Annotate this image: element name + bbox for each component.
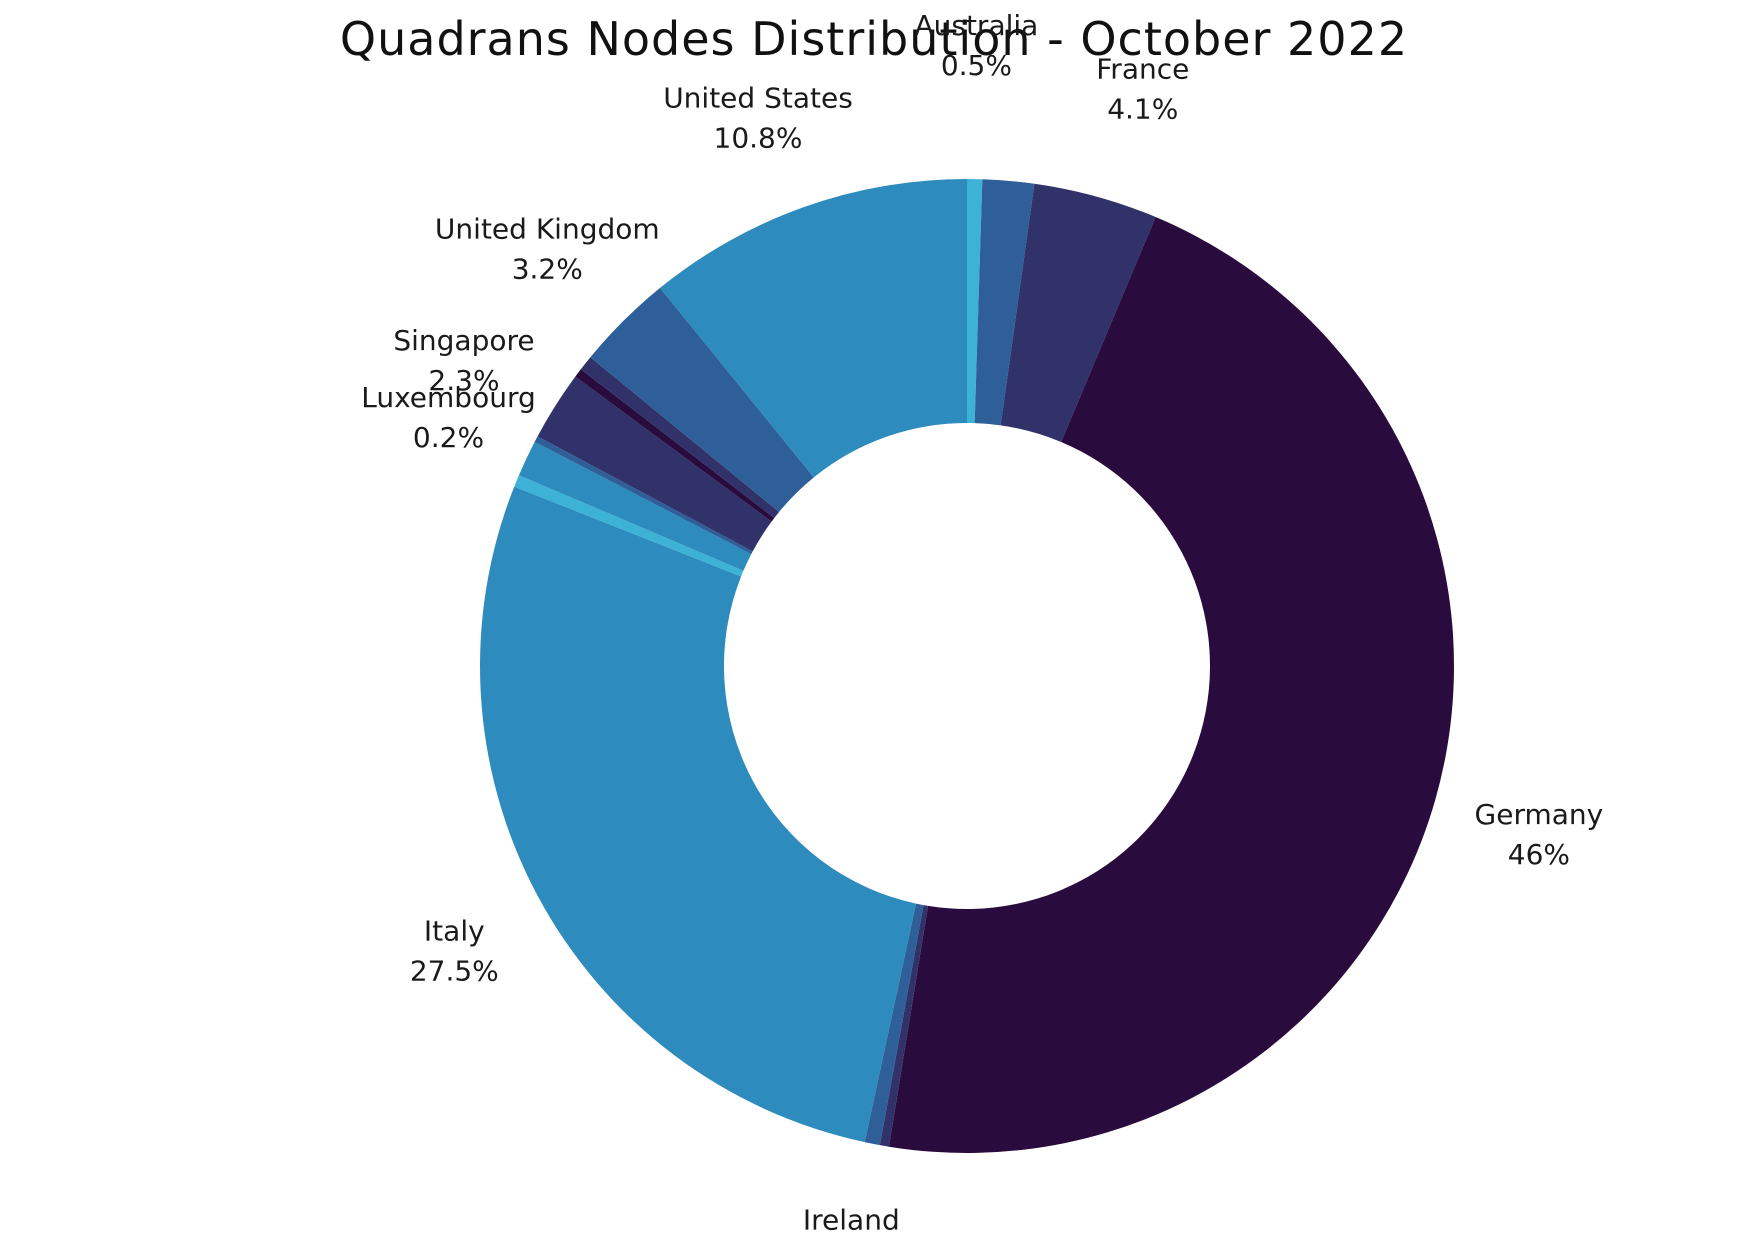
slice-luxembourg [534,436,753,555]
label-germany: Germany [1475,798,1604,831]
slice-unlabeled-11 [575,369,775,522]
value-label-france: 4.1% [1107,92,1178,125]
value-label-luxembourg: 0.2% [413,421,484,454]
labels-layer: Australia 0.5% France 4.1% Germany 46% Ireland… [361,9,1604,1237]
slice-australia [967,179,983,424]
label-france: France [1096,52,1189,85]
value-label-italy: 27.5% [410,955,499,988]
slice-singapore [537,376,772,552]
slice-ireland [864,903,924,1146]
label-united-kingdom: United Kingdom [435,212,660,245]
slice-unlabeled-8 [518,441,752,571]
chart-title: Quadrans Nodes Distribution - October 20… [339,12,1409,66]
slice-unlabeled-4 [879,905,929,1147]
slice-italy [480,486,916,1143]
value-label-united-states: 10.8% [714,121,803,154]
slice-united-states [660,179,967,478]
slice-unlabeled-12 [580,357,780,518]
slice-germany [888,217,1455,1154]
value-label-germany: 46% [1508,838,1570,871]
slices-layer [480,179,1455,1154]
label-ireland: Ireland [803,1204,900,1237]
label-united-states: United States [663,81,853,114]
value-label-australia: 0.5% [941,49,1012,82]
label-luxembourg: Luxembourg [361,381,536,414]
slice-france [1000,183,1156,442]
label-italy: Italy [424,915,485,948]
slice-unlabeled-7 [514,475,744,577]
value-label-united-kingdom: 3.2% [512,252,583,285]
value-label-singapore: 2.3% [428,364,499,397]
label-singapore: Singapore [393,324,534,357]
label-australia: Australia [914,9,1038,42]
slice-united-kingdom [590,287,814,512]
slice-unlabeled-1 [974,179,1035,426]
